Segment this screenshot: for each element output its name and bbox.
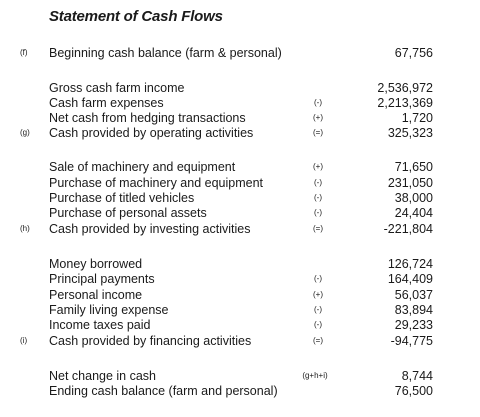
row-family-living-expense: Family living expense (-) 83,894 bbox=[0, 303, 480, 318]
row-value: 24,404 bbox=[394, 206, 433, 220]
row-value: 325,323 bbox=[387, 126, 433, 140]
row-value: 8,744 bbox=[401, 369, 433, 383]
row-sale-of-machinery: Sale of machinery and equipment (+) 71,6… bbox=[0, 160, 480, 175]
row-marker: (i) bbox=[20, 336, 28, 345]
row-money-borrowed: Money borrowed 126,724 bbox=[0, 257, 480, 272]
row-operator: (=) bbox=[313, 128, 323, 137]
row-value: 83,894 bbox=[394, 303, 433, 317]
row-operator: (-) bbox=[314, 305, 322, 314]
row-cash-operating-activities: (g) Cash provided by operating activitie… bbox=[0, 126, 480, 141]
row-principal-payments: Principal payments (-) 164,409 bbox=[0, 272, 480, 287]
row-value: 38,000 bbox=[394, 191, 433, 205]
row-value: 56,037 bbox=[394, 288, 433, 302]
row-marker: (g) bbox=[20, 128, 30, 137]
row-operator: (-) bbox=[314, 274, 322, 283]
row-purchase-of-machinery: Purchase of machinery and equipment (-) … bbox=[0, 176, 480, 191]
row-label: Money borrowed bbox=[49, 257, 143, 271]
row-operator: (+) bbox=[313, 113, 323, 122]
row-net-cash-hedging: Net cash from hedging transactions (+) 1… bbox=[0, 111, 480, 126]
row-label: Purchase of machinery and equipment bbox=[49, 176, 264, 190]
row-marker: (f) bbox=[20, 48, 28, 57]
row-net-change-in-cash: Net change in cash (g+h+i) 8,744 bbox=[0, 369, 480, 384]
row-value: 126,724 bbox=[387, 257, 433, 271]
row-operator: (-) bbox=[314, 178, 322, 187]
row-label: Sale of machinery and equipment bbox=[49, 160, 236, 174]
row-operator: (+) bbox=[313, 290, 323, 299]
row-value: 76,500 bbox=[394, 384, 433, 398]
row-value: 67,756 bbox=[394, 46, 433, 60]
row-operator: (=) bbox=[313, 224, 323, 233]
row-value: -221,804 bbox=[383, 222, 433, 236]
row-income-taxes-paid: Income taxes paid (-) 29,233 bbox=[0, 318, 480, 333]
row-label: Net change in cash bbox=[49, 369, 157, 383]
row-cash-investing-activities: (h) Cash provided by investing activitie… bbox=[0, 222, 480, 237]
row-label: Cash provided by investing activities bbox=[49, 222, 251, 236]
row-label: Ending cash balance (farm and personal) bbox=[49, 384, 278, 398]
row-operator: (+) bbox=[313, 162, 323, 171]
row-label: Gross cash farm income bbox=[49, 81, 185, 95]
row-operator: (g+h+i) bbox=[302, 371, 328, 380]
row-value: 2,213,369 bbox=[377, 96, 433, 110]
row-value: 71,650 bbox=[394, 160, 433, 174]
row-operator: (-) bbox=[314, 208, 322, 217]
row-label: Cash farm expenses bbox=[49, 96, 164, 110]
row-purchase-of-personal-assets: Purchase of personal assets (-) 24,404 bbox=[0, 206, 480, 221]
row-label: Cash provided by operating activities bbox=[49, 126, 254, 140]
row-gross-cash-farm-income: Gross cash farm income 2,536,972 bbox=[0, 81, 480, 96]
row-operator: (=) bbox=[313, 336, 323, 345]
row-operator: (-) bbox=[314, 320, 322, 329]
row-cash-financing-activities: (i) Cash provided by financing activitie… bbox=[0, 334, 480, 349]
row-value: 2,536,972 bbox=[377, 81, 433, 95]
row-value: 231,050 bbox=[387, 176, 433, 190]
statement-title: Statement of Cash Flows bbox=[49, 8, 223, 25]
row-label: Income taxes paid bbox=[49, 318, 151, 332]
row-label: Purchase of titled vehicles bbox=[49, 191, 195, 205]
row-label: Purchase of personal assets bbox=[49, 206, 207, 220]
row-operator: (-) bbox=[314, 193, 322, 202]
row-purchase-of-titled-vehicles: Purchase of titled vehicles (-) 38,000 bbox=[0, 191, 480, 206]
row-value: -94,775 bbox=[390, 334, 433, 348]
row-label: Cash provided by financing activities bbox=[49, 334, 252, 348]
row-personal-income: Personal income (+) 56,037 bbox=[0, 288, 480, 303]
row-beginning-cash-balance: (f) Beginning cash balance (farm & perso… bbox=[0, 46, 480, 61]
row-operator: (-) bbox=[314, 98, 322, 107]
row-label: Principal payments bbox=[49, 272, 155, 286]
row-marker: (h) bbox=[20, 224, 30, 233]
row-label: Beginning cash balance (farm & personal) bbox=[49, 46, 282, 60]
row-label: Personal income bbox=[49, 288, 143, 302]
row-value: 1,720 bbox=[401, 111, 433, 125]
row-value: 164,409 bbox=[387, 272, 433, 286]
row-value: 29,233 bbox=[394, 318, 433, 332]
row-ending-cash-balance: Ending cash balance (farm and personal) … bbox=[0, 384, 480, 399]
row-label: Family living expense bbox=[49, 303, 169, 317]
row-cash-farm-expenses: Cash farm expenses (-) 2,213,369 bbox=[0, 96, 480, 111]
row-label: Net cash from hedging transactions bbox=[49, 111, 246, 125]
